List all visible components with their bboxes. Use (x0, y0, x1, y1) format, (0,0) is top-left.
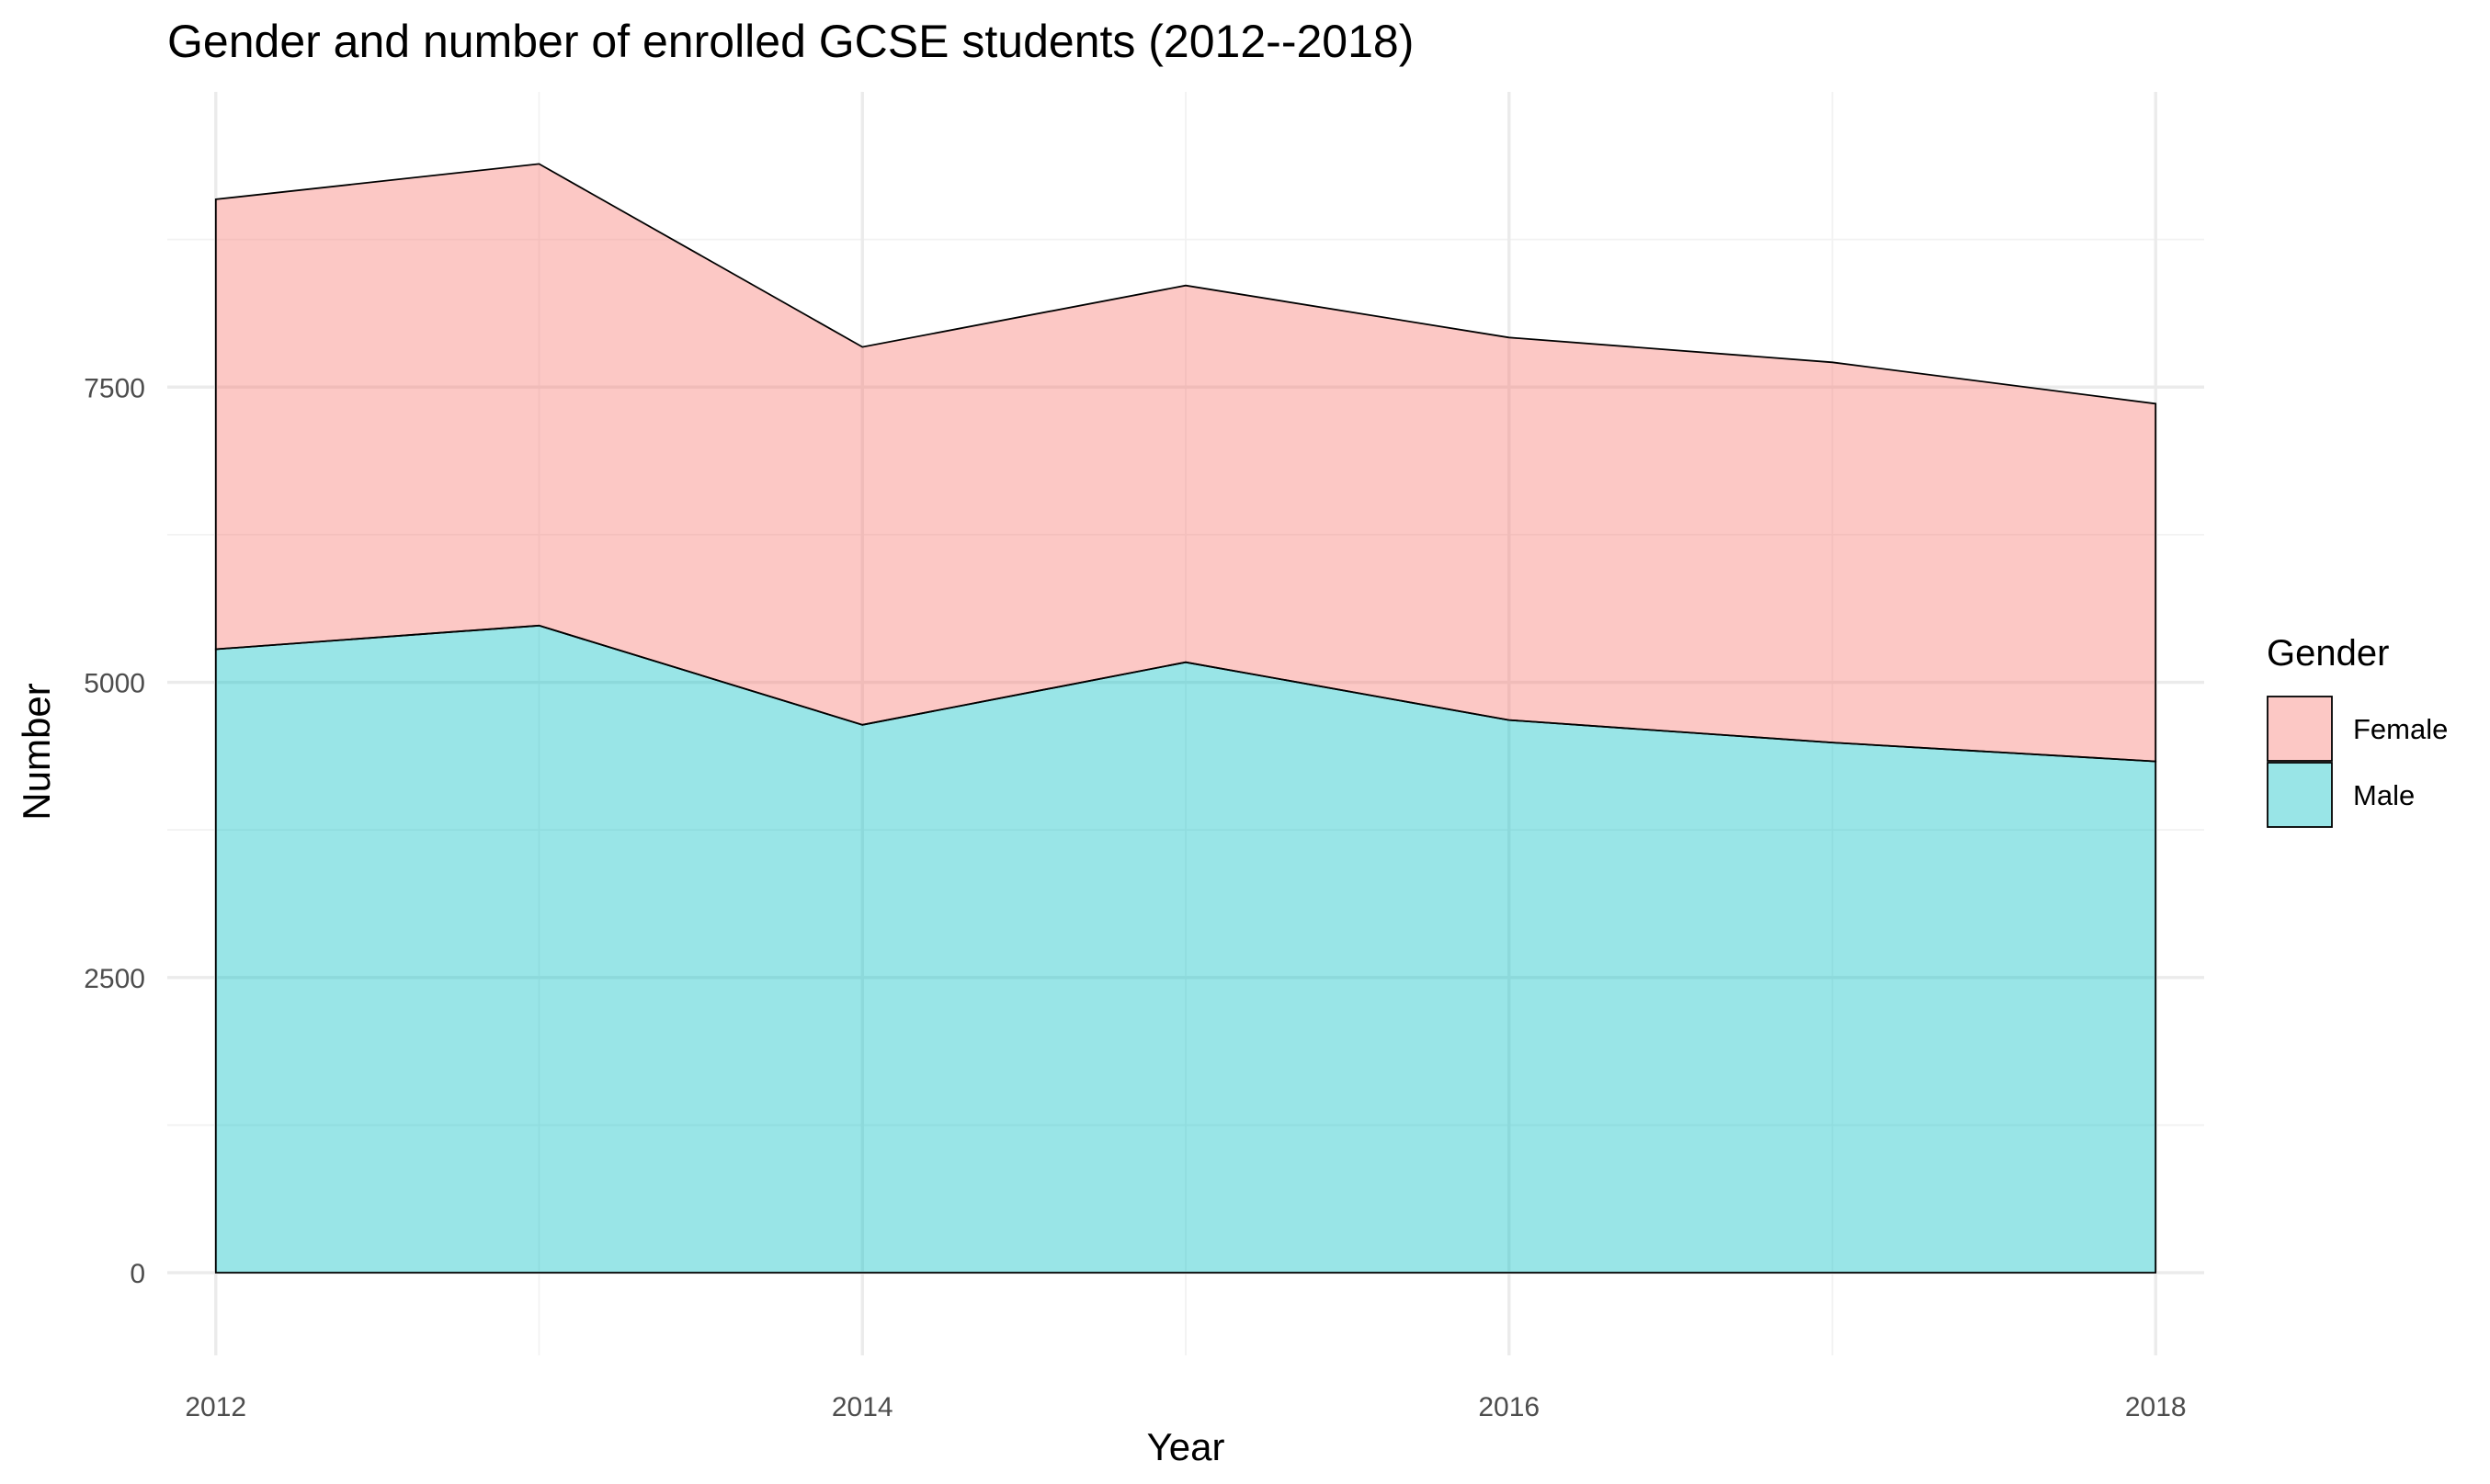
legend-label-female: Female (2353, 713, 2448, 745)
y-tick-label: 5000 (84, 669, 145, 699)
legend-swatch-female (2267, 696, 2333, 762)
y-axis-title: Number (15, 683, 58, 820)
legend-title: Gender (2267, 633, 2389, 674)
x-axis-ticks: 2012 2014 2016 2018 (185, 1392, 2186, 1422)
y-axis-ticks: 0 2500 5000 7500 (84, 373, 145, 1289)
chart-title: Gender and number of enrolled GCSE stude… (167, 16, 1414, 67)
legend-label-male: Male (2353, 779, 2415, 811)
x-tick-label: 2016 (1478, 1392, 1540, 1422)
plot-areas (214, 163, 2157, 1274)
x-axis-title: Year (1147, 1425, 1225, 1468)
area-female (214, 163, 2157, 763)
legend-entries: Female Male (2267, 696, 2448, 828)
x-tick-label: 2014 (832, 1392, 893, 1422)
x-tick-label: 2018 (2125, 1392, 2187, 1422)
y-tick-label: 7500 (84, 373, 145, 403)
x-tick-label: 2012 (185, 1392, 246, 1422)
y-tick-label: 2500 (84, 964, 145, 994)
legend: Gender Female Male (2267, 633, 2448, 828)
y-tick-label: 0 (130, 1259, 145, 1289)
legend-swatch-male (2267, 762, 2333, 828)
